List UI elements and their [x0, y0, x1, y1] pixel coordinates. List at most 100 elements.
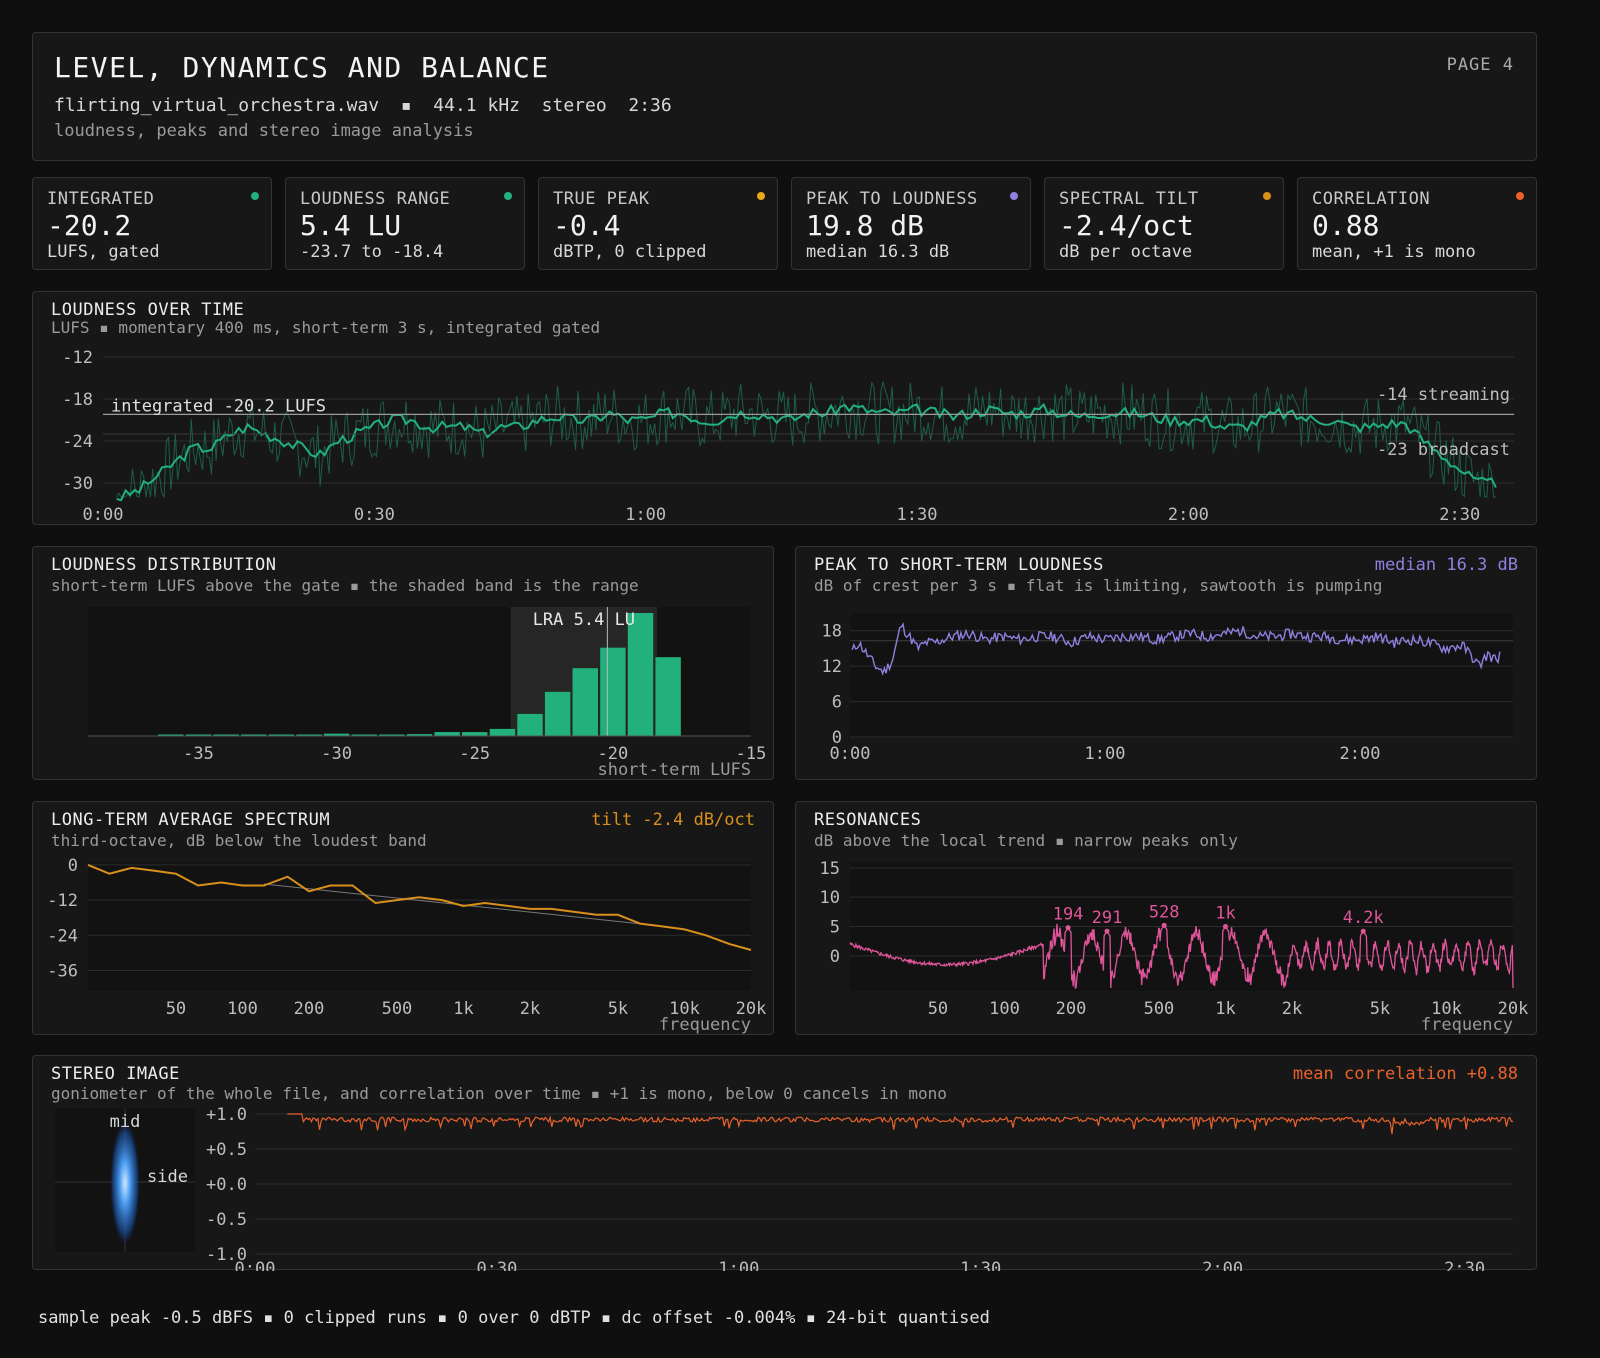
histogram-bar [572, 668, 598, 736]
card-value: 0.88 [1312, 209, 1380, 242]
footer-stats: sample peak -0.5 dBFS ▪ 0 clipped runs ▪… [38, 1308, 990, 1328]
histogram-bar [517, 713, 543, 736]
stat-card: SPECTRAL TILT -2.4/oct dB per octave [1044, 177, 1284, 270]
plr-title: PEAK TO SHORT-TERM LOUDNESS [814, 555, 1104, 575]
y-tick-label: -24 [62, 432, 93, 452]
card-note: median 16.3 dB [806, 242, 950, 262]
x-tick-label: 1:30 [960, 1259, 1001, 1271]
x-tick-label: -25 [459, 744, 490, 764]
y-tick-label: +0.5 [206, 1140, 247, 1160]
streaming-label: -14 streaming [1377, 385, 1510, 405]
x-tick-label: 100 [227, 999, 258, 1019]
histogram-bar [323, 733, 350, 736]
short-term-loudness-line [116, 402, 1497, 502]
x-tick-label: 1k [453, 999, 473, 1019]
y-tick-label: 0 [830, 947, 840, 967]
x-tick-label: 100 [989, 999, 1020, 1019]
resonance-peak-label: 4.2k [1343, 908, 1384, 928]
card-note: dBTP, 0 clipped [553, 242, 707, 262]
card-note: dB per octave [1059, 242, 1193, 262]
x-tick-label: 2:00 [1168, 505, 1209, 525]
resonance-peak-marker [1104, 928, 1110, 934]
y-tick-label: -12 [62, 348, 93, 368]
resonance-peak-marker [1360, 928, 1366, 934]
x-tick-label: 2:00 [1202, 1259, 1243, 1271]
resonance-peak-label: 528 [1149, 902, 1180, 922]
status-dot [757, 192, 765, 200]
plr-chart: 0 6 12 18 0:00 1:00 2:00 [822, 613, 1513, 764]
y-tick-label: -18 [62, 390, 93, 410]
plr-subtitle: dB of crest per 3 s ▪ flat is limiting, … [814, 576, 1383, 595]
card-label: INTEGRATED [47, 189, 155, 209]
histogram-bar [462, 732, 488, 736]
histogram-bar [296, 734, 322, 736]
goniometer-cloud [110, 1121, 140, 1245]
x-tick-label: 5k [608, 999, 628, 1019]
ltas-panel: LONG-TERM AVERAGE SPECTRUM third-octave,… [32, 801, 774, 1035]
x-axis-label: frequency [659, 1015, 751, 1035]
x-tick-label: 10k [669, 999, 700, 1019]
stat-card: PEAK TO LOUDNESS 19.8 dB median 16.3 dB [791, 177, 1031, 270]
x-tick-label: 200 [294, 999, 325, 1019]
x-tick-label: 1k [1215, 999, 1235, 1019]
ltas-subtitle: third-octave, dB below the loudest band [51, 831, 427, 850]
goniometer-side-label: side [147, 1167, 188, 1187]
y-tick-label: -36 [47, 961, 78, 981]
ltas-tilt-label: tilt -2.4 dB/oct [591, 810, 755, 830]
x-tick-label: 10k [1431, 999, 1462, 1019]
loudness-time-title: LOUDNESS OVER TIME [51, 300, 245, 320]
card-label: TRUE PEAK [553, 189, 650, 209]
y-tick-label: -1.0 [206, 1245, 247, 1265]
spectrum-line [87, 863, 752, 951]
x-tick-label: 1:30 [897, 505, 938, 525]
header-panel: LEVEL, DYNAMICS AND BALANCE flirting_vir… [32, 32, 1537, 161]
distribution-title: LOUDNESS DISTRIBUTION [51, 555, 277, 575]
resonances-panel: RESONANCES dB above the local trend ▪ na… [795, 801, 1537, 1035]
x-tick-label: 2k [1282, 999, 1302, 1019]
histogram-bar [379, 734, 405, 736]
stat-card: LOUDNESS RANGE 5.4 LU -23.7 to -18.4 [285, 177, 525, 270]
x-tick-label: 500 [382, 999, 413, 1019]
goniometer-mid-label: mid [110, 1112, 141, 1132]
resonance-peak-marker [1065, 925, 1071, 931]
y-tick-label: -12 [47, 891, 78, 911]
x-tick-label: -35 [183, 744, 214, 764]
loudness-time-chart: -12 -18 -24 -30 0:00 0:30 1:00 1:30 2:00 2:30 -14 … [62, 348, 1514, 525]
status-dot [1516, 192, 1524, 200]
x-tick-label: 50 [928, 999, 948, 1019]
distribution-panel: LOUDNESS DISTRIBUTION short-term LUFS ab… [32, 546, 774, 780]
ltas-title: LONG-TERM AVERAGE SPECTRUM [51, 810, 331, 830]
histogram-bar [351, 734, 377, 736]
card-value: -2.4/oct [1059, 209, 1194, 242]
resonances-subtitle: dB above the local trend ▪ narrow peaks … [814, 831, 1238, 850]
resonance-peak-label: 291 [1092, 908, 1123, 928]
card-label: LOUDNESS RANGE [300, 189, 451, 209]
y-tick-label: -0.5 [206, 1210, 247, 1230]
status-dot [1010, 192, 1018, 200]
y-tick-label: -30 [62, 474, 93, 494]
x-tick-label: 20k [736, 999, 767, 1019]
resonance-peak-label: 1k [1215, 904, 1235, 924]
y-tick-label: +1.0 [206, 1105, 247, 1125]
card-note: LUFS, gated [47, 242, 160, 262]
integrated-label: integrated -20.2 LUFS [111, 396, 326, 416]
histogram-bar [655, 657, 681, 736]
card-value: -0.4 [553, 209, 621, 242]
plot-area [850, 613, 1513, 737]
resonance-line [849, 923, 1514, 989]
x-tick-label: 1:00 [625, 505, 666, 525]
stat-card: TRUE PEAK -0.4 dBTP, 0 clipped [538, 177, 778, 270]
stereo-mean-label: mean correlation +0.88 [1292, 1064, 1518, 1084]
status-dot [251, 192, 259, 200]
histogram-bar [268, 734, 295, 736]
histogram-bar [158, 734, 184, 736]
x-axis-label: frequency [1421, 1015, 1513, 1035]
x-tick-label: 0:30 [354, 505, 395, 525]
y-tick-label: 10 [820, 888, 840, 908]
histogram-bar [241, 734, 267, 736]
resonance-peak-label: 194 [1053, 905, 1084, 925]
plr-median-label: median 16.3 dB [1374, 555, 1518, 575]
resonances-title: RESONANCES [814, 810, 922, 830]
x-tick-label: 0:00 [830, 744, 871, 764]
